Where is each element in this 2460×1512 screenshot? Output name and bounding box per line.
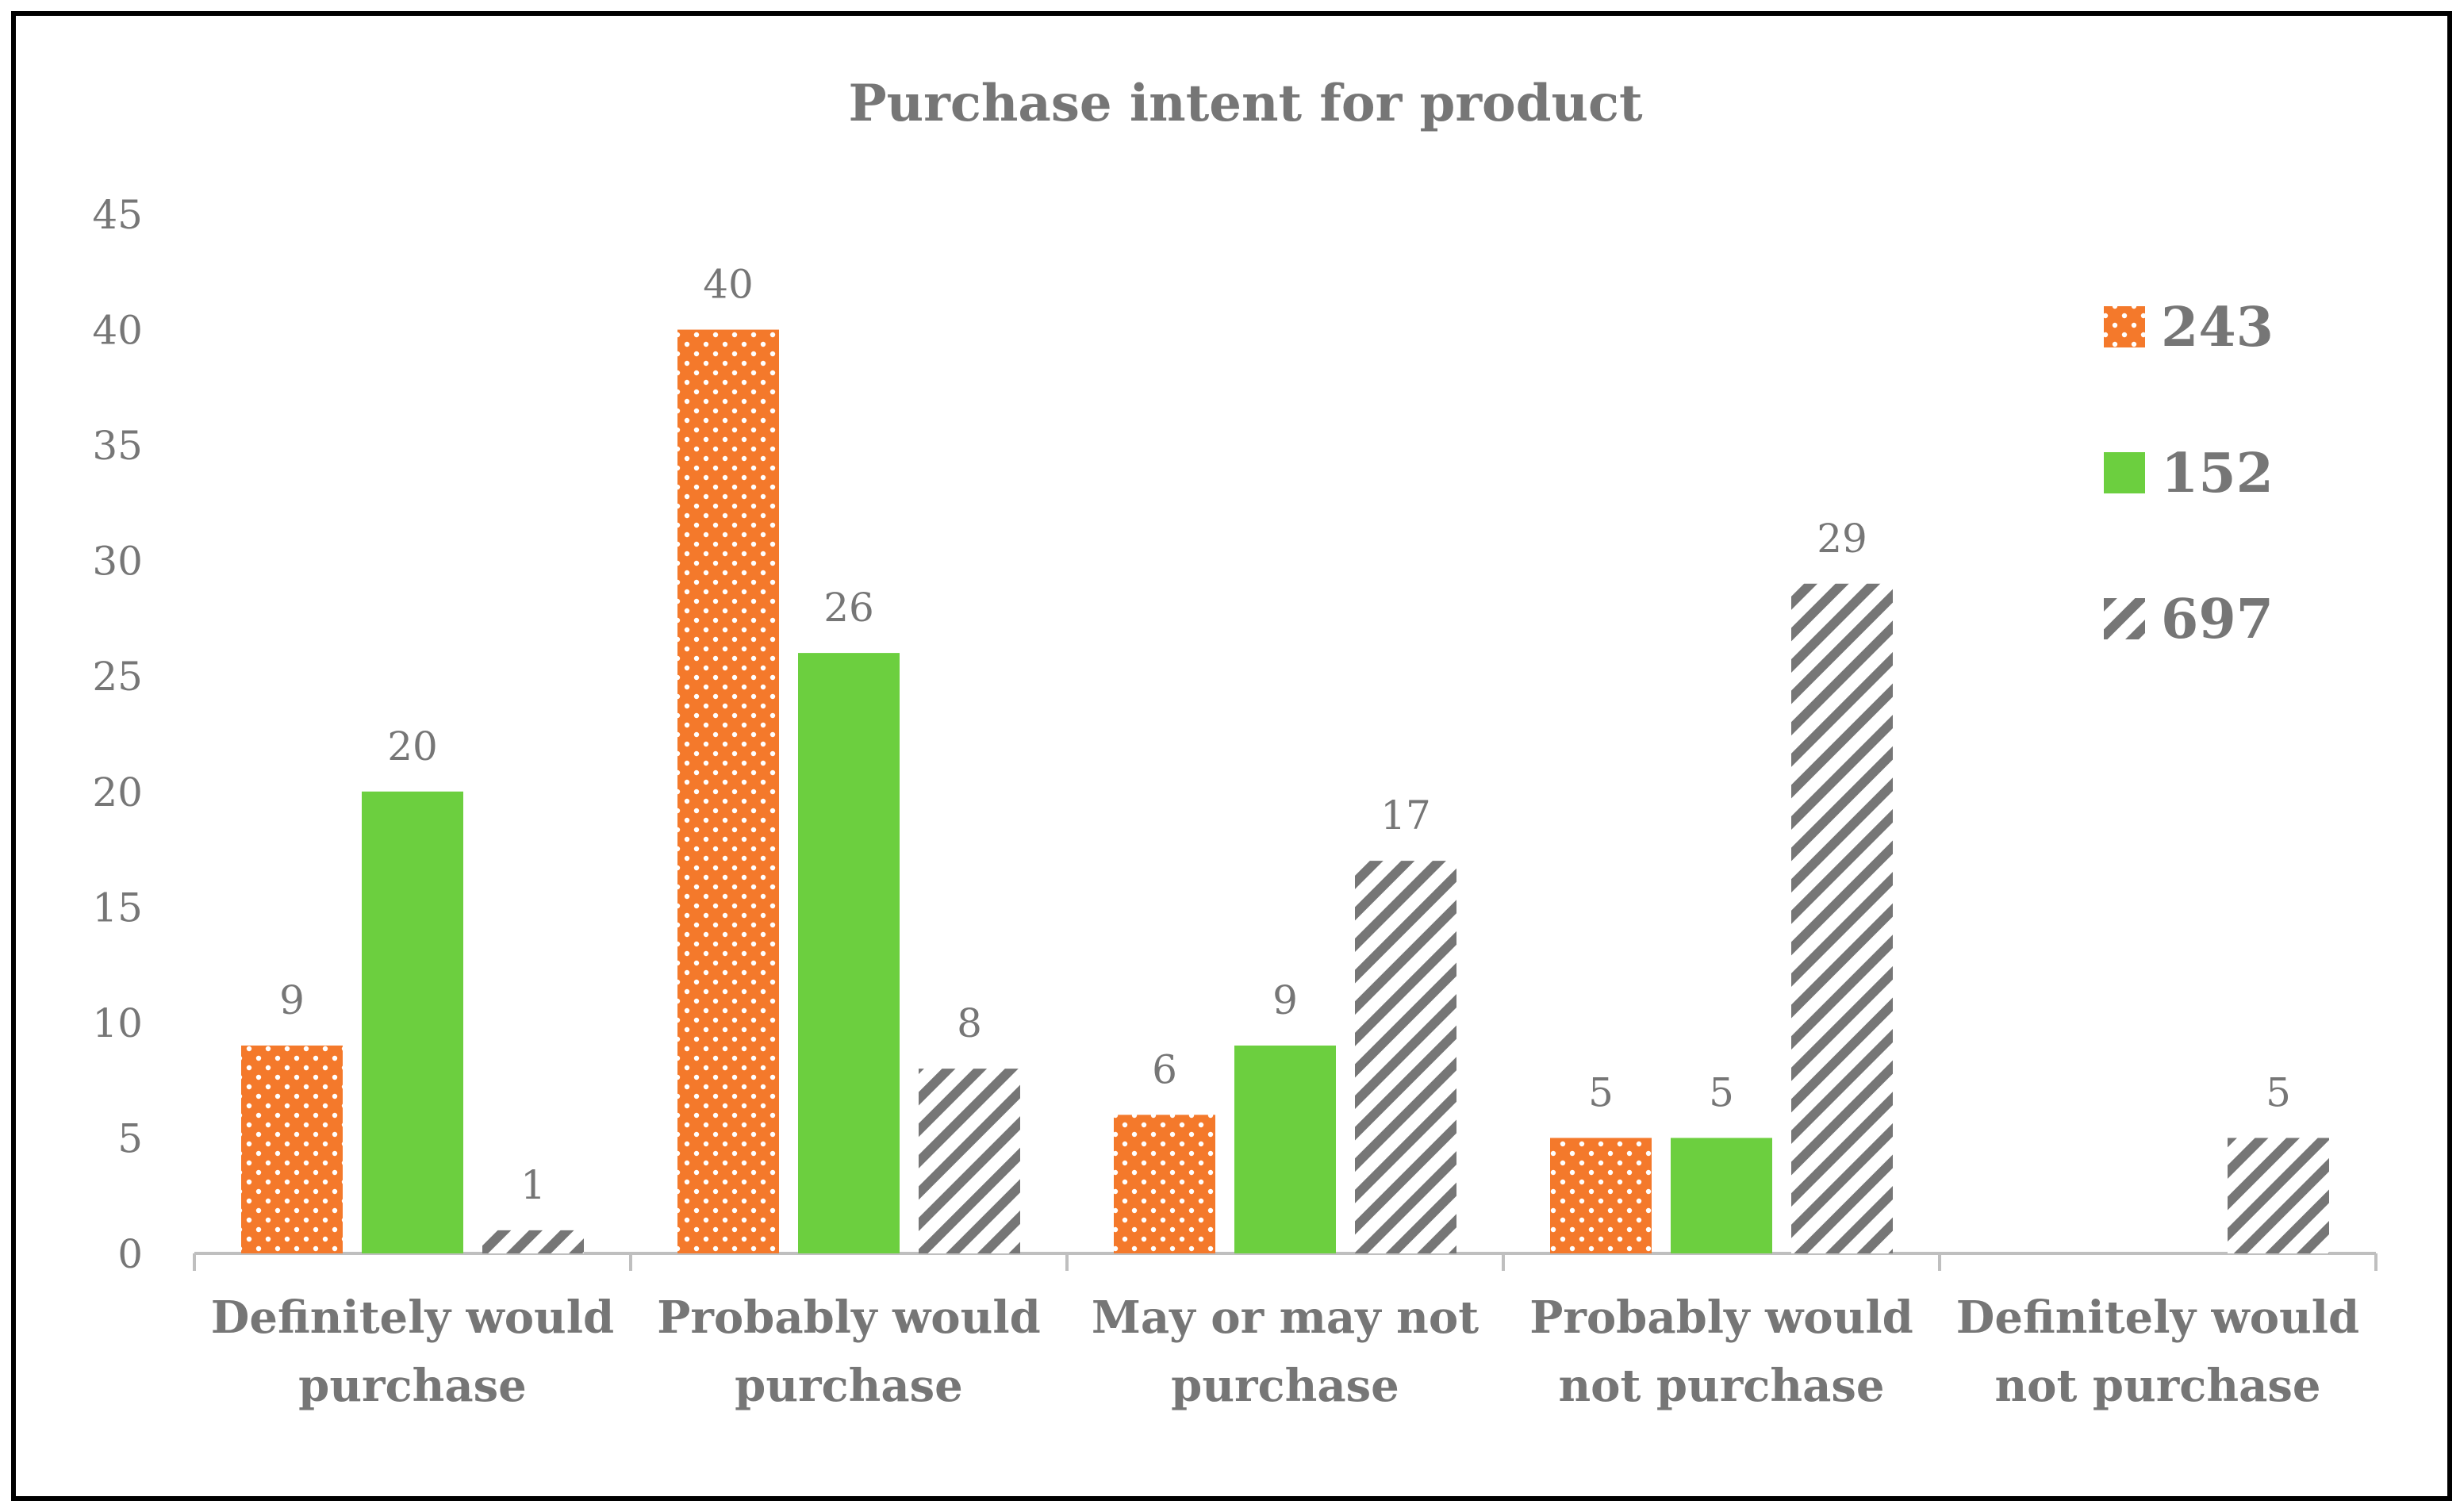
y-tick-label: 10	[92, 1000, 143, 1046]
bar-152-2	[1234, 1046, 1336, 1253]
y-tick-label: 5	[117, 1115, 143, 1161]
bar-243-0	[241, 1046, 343, 1253]
bars	[241, 329, 2329, 1253]
data-label: 1	[520, 1162, 546, 1208]
bar-697-3	[1791, 583, 1893, 1253]
x-axis: Definitely would purchase Probably would pu…	[193, 1252, 2377, 1412]
chart-frame: Purchase intent for product 0 5 10 15 20 25 30…	[11, 11, 2452, 1501]
data-label: 9	[279, 977, 305, 1023]
x-category-label: Probably would purchase	[657, 1291, 1041, 1412]
data-label: 26	[823, 585, 874, 631]
y-tick-label: 0	[117, 1231, 143, 1277]
data-labels: 9 40 6 5 20 26 9 5 1 8 17 29 5	[279, 262, 2291, 1208]
legend-label-243: 243	[2161, 296, 2274, 359]
bar-243-3	[1550, 1138, 1652, 1253]
bar-697-1	[919, 1069, 1020, 1253]
bar-243-1	[677, 329, 779, 1253]
chart-title: Purchase intent for product	[848, 74, 1643, 133]
data-label: 5	[2266, 1069, 2291, 1115]
bar-697-0	[482, 1230, 584, 1253]
y-tick-label: 20	[92, 769, 143, 815]
bar-152-1	[798, 653, 900, 1253]
data-label: 40	[703, 262, 754, 308]
data-label: 5	[1709, 1069, 1734, 1115]
y-axis: 0 5 10 15 20 25 30 35 40 45	[92, 192, 143, 1277]
y-tick-label: 35	[92, 423, 143, 469]
chart-svg: Purchase intent for product 051015202530…	[92, 74, 2377, 1412]
data-label: 17	[1380, 792, 1431, 839]
bar-697-2	[1355, 861, 1456, 1253]
data-label: 29	[1817, 516, 1867, 562]
legend-label-697: 697	[2161, 588, 2274, 651]
x-category-label: May or may not purchase	[1092, 1291, 1479, 1412]
data-label: 5	[1588, 1069, 1614, 1115]
legend-swatch-152	[2104, 452, 2145, 493]
legend-label-152: 152	[2161, 442, 2274, 505]
y-tick-label: 15	[92, 885, 143, 931]
data-label: 20	[387, 723, 438, 769]
y-tick-label: 40	[92, 308, 143, 354]
legend-swatch-697	[2104, 598, 2145, 639]
data-label: 6	[1152, 1046, 1177, 1092]
y-tick-label: 30	[92, 539, 143, 585]
bar-152-0	[362, 791, 463, 1253]
bar-243-2	[1114, 1115, 1215, 1253]
x-category-label: Probably would not purchase	[1529, 1291, 1913, 1412]
bar-152-3	[1671, 1138, 1772, 1253]
bar-697-4	[2228, 1138, 2329, 1253]
data-label: 8	[957, 1000, 982, 1046]
x-category-label: Definitely would not purchase	[1956, 1291, 2359, 1412]
y-tick-label: 25	[92, 654, 143, 700]
data-label: 9	[1272, 977, 1298, 1023]
legend: 243 152 697	[2104, 296, 2274, 651]
y-tick-label: 45	[92, 192, 143, 238]
legend-swatch-243	[2104, 306, 2145, 347]
x-category-label: Definitely would purchase	[211, 1291, 614, 1412]
